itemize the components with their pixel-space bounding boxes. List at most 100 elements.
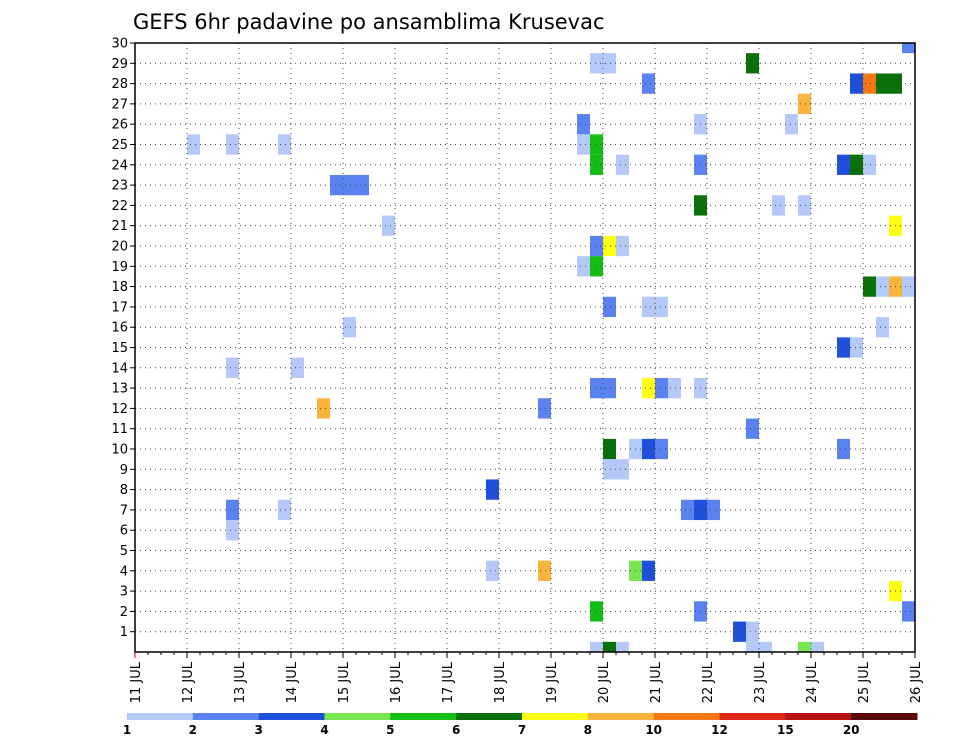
precip-cell <box>655 377 668 399</box>
y-tick-label: 4 <box>120 564 128 579</box>
x-tick-label: 16 JUL <box>389 661 404 703</box>
precip-cell <box>837 154 850 175</box>
precip-cell <box>850 337 863 358</box>
precip-cell <box>486 560 499 581</box>
precip-cell <box>603 377 616 399</box>
precip-cell <box>616 459 629 480</box>
precip-cell <box>603 296 616 318</box>
precip-cell <box>226 520 239 541</box>
colorbar-swatch <box>719 713 786 720</box>
x-tick-label: 26 JUL <box>909 661 924 703</box>
y-tick-label: 27 <box>111 97 128 112</box>
x-tick-label: 15 JUL <box>337 661 352 703</box>
y-tick-label: 6 <box>120 524 128 539</box>
precip-cell <box>382 215 395 236</box>
y-axis: 1234567891011121314151617181920212223242… <box>111 37 135 640</box>
precip-cell <box>226 357 239 378</box>
precip-cell <box>603 438 616 460</box>
y-tick-label: 16 <box>111 321 128 336</box>
x-tick-label: 19 JUL <box>545 661 560 703</box>
precip-cell <box>603 53 616 74</box>
colorbar-swatch <box>587 713 655 720</box>
colorbar-legend: 1 2 3 4 5 6 7 8 10 12 15 20 <box>123 713 918 737</box>
precip-cell <box>538 560 551 581</box>
y-tick-label: 1 <box>120 625 128 640</box>
precip-cell <box>863 73 876 94</box>
colorbar-swatch <box>192 713 260 720</box>
precip-cell <box>746 621 759 642</box>
precip-cell <box>590 377 603 399</box>
y-tick-label: 12 <box>111 402 128 417</box>
precip-cell <box>876 276 889 297</box>
precip-cell <box>603 459 616 480</box>
y-tick-label: 11 <box>111 422 128 437</box>
precip-cell <box>798 195 811 216</box>
grid-lines <box>135 43 915 652</box>
precip-cell <box>590 256 603 277</box>
precip-cell <box>668 377 681 399</box>
precip-cell <box>876 317 889 338</box>
precip-cell <box>330 174 343 196</box>
precip-cell <box>616 235 629 257</box>
precip-cell <box>187 134 200 155</box>
colorbar-tick-label: 4 <box>320 723 328 737</box>
x-tick-label: 13 JUL <box>233 661 248 703</box>
y-tick-label: 29 <box>111 57 128 72</box>
x-tick-label: 23 JUL <box>753 661 768 703</box>
y-tick-label: 17 <box>111 300 128 315</box>
precip-cell <box>590 235 603 257</box>
precip-cell <box>226 134 239 155</box>
colorbar-swatch <box>258 713 325 720</box>
y-tick-label: 20 <box>111 240 128 255</box>
y-tick-label: 5 <box>120 544 128 559</box>
precip-cell <box>642 560 655 581</box>
y-tick-label: 23 <box>111 179 128 194</box>
precip-cell <box>733 621 746 642</box>
x-tick-label: 17 JUL <box>441 661 456 703</box>
precip-cell <box>577 114 590 135</box>
precip-cell <box>681 499 694 521</box>
y-tick-label: 7 <box>120 503 128 518</box>
precip-cell <box>850 73 863 94</box>
precip-cell <box>356 174 369 196</box>
precip-cell <box>291 357 304 378</box>
y-tick-label: 14 <box>111 361 128 376</box>
y-tick-label: 13 <box>111 382 128 397</box>
precip-cell <box>590 641 603 652</box>
colorbar-tick-label: 3 <box>254 723 262 737</box>
precip-cell <box>811 641 824 652</box>
precip-cell <box>317 398 330 419</box>
precip-cell <box>603 641 616 652</box>
precip-cell <box>577 256 590 277</box>
precip-cell <box>837 438 850 460</box>
y-tick-label: 2 <box>120 605 128 620</box>
precip-cell <box>590 53 603 74</box>
precip-cell <box>798 93 811 115</box>
precip-cell <box>772 195 785 216</box>
precip-cell <box>902 276 915 297</box>
precip-cell <box>746 641 759 652</box>
y-tick-label: 8 <box>120 483 128 498</box>
colorbar-tick-label: 15 <box>777 723 794 737</box>
precip-cell <box>343 174 356 196</box>
colorbar-tick-label: 10 <box>645 723 662 737</box>
precip-cell <box>655 438 668 460</box>
precip-cell <box>642 377 655 399</box>
y-tick-label: 25 <box>111 138 128 153</box>
x-axis: 11 JUL 12 JUL 13 JUL 14 JUL 15 JUL 16 JUL 17 J… <box>129 652 924 703</box>
precip-cell <box>850 154 863 175</box>
precip-cell <box>655 296 668 318</box>
colorbar-tick-label: 2 <box>189 723 197 737</box>
x-tick-label: 20 JUL <box>597 661 612 703</box>
precip-cell <box>577 134 590 155</box>
precip-cell <box>642 296 655 318</box>
y-tick-label: 24 <box>111 158 128 173</box>
precip-cell <box>707 499 720 521</box>
y-tick-label: 15 <box>111 341 128 356</box>
precip-cell <box>642 73 655 94</box>
precip-cell <box>798 641 811 652</box>
x-tick-label: 25 JUL <box>857 661 872 703</box>
y-tick-label: 10 <box>111 443 128 458</box>
x-tick-label: 21 JUL <box>649 661 664 703</box>
